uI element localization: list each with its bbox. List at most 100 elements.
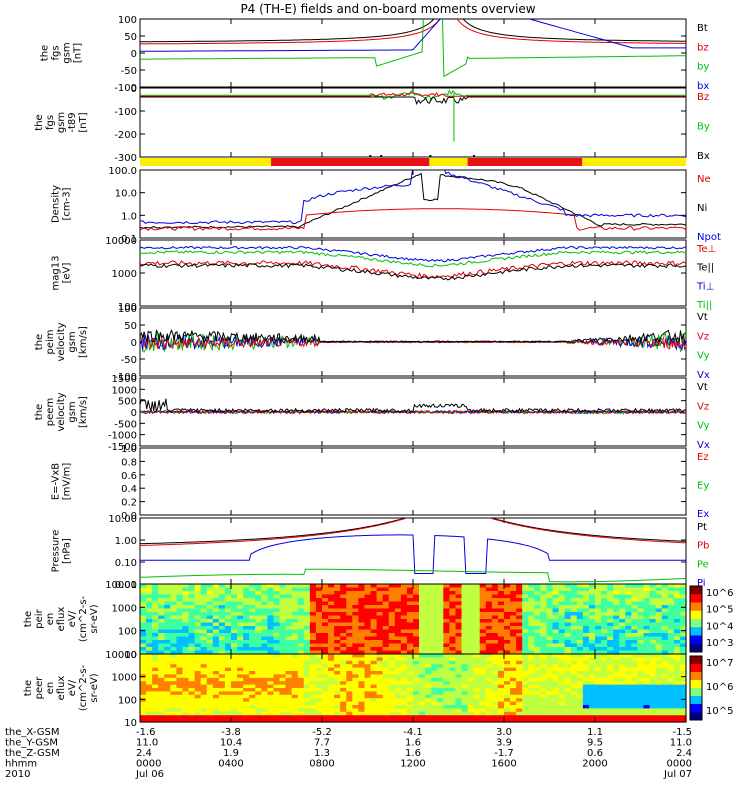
spectrogram-cell [243, 694, 250, 699]
spectrogram-cell [552, 636, 560, 641]
region-marker [473, 155, 476, 157]
spectrogram-cell [479, 650, 487, 655]
spectrogram-cell [413, 654, 420, 658]
spectrogram-cell [218, 711, 226, 716]
spectrogram-cell [607, 612, 614, 617]
spectrogram-cell [182, 654, 190, 658]
spectrogram-cell [394, 584, 402, 589]
spectrogram-cell [449, 584, 457, 589]
spectrogram-cell [158, 633, 165, 638]
spectrogram-cell [528, 657, 535, 662]
spectrogram-cell [358, 605, 366, 610]
spectrogram-cell [631, 584, 639, 589]
spectrogram-cell [303, 667, 311, 672]
spectrogram-cell [388, 698, 396, 703]
spectrogram-cell [170, 654, 177, 658]
series-Npot [140, 170, 686, 225]
spectrogram-cell [140, 688, 147, 692]
spectrogram-cell [467, 598, 475, 603]
spectrogram-cell [370, 633, 378, 638]
spectrogram-cell [425, 608, 432, 613]
spectrogram-cell [328, 684, 335, 689]
spectrogram-cell [291, 657, 299, 662]
spectrogram-cell [431, 715, 438, 720]
spectrogram-cell [655, 701, 663, 706]
spectrogram-cell [528, 684, 535, 689]
spectrogram-cell [152, 601, 159, 606]
spectrogram-cell [497, 681, 505, 686]
spectrogram-cell [625, 718, 632, 723]
spectrogram-cell [576, 601, 584, 606]
spectrogram-cell [334, 629, 341, 634]
spectrogram-cell [297, 677, 305, 682]
spectrogram-cell [206, 711, 214, 716]
spectrogram-cell [443, 677, 450, 682]
spectrogram-cell [546, 636, 554, 641]
spectrogram-cell [285, 587, 293, 592]
spectrogram-cell [570, 591, 578, 596]
spectrogram-cell [261, 660, 268, 665]
spectrogram-cell [152, 711, 159, 716]
spectrogram-cell [516, 636, 523, 641]
spectrogram-cell [661, 650, 669, 655]
spectrogram-cell [224, 643, 232, 648]
spectrogram-cell [146, 594, 153, 599]
colorbar-label: 10^4 [706, 621, 733, 632]
spectrogram-cell [273, 688, 281, 692]
spectrogram-cell [582, 691, 590, 696]
spectrogram-cell [601, 633, 608, 638]
spectrogram-cell [394, 701, 402, 706]
spectrogram-cell [388, 660, 396, 665]
spectrogram-cell [376, 667, 384, 672]
spectrogram-cell [255, 584, 262, 589]
spectrogram-cell [291, 622, 299, 627]
spectrogram-cell [218, 615, 226, 620]
spectrogram-cell [631, 694, 639, 699]
spectrogram-cell [315, 587, 323, 592]
spectrogram-cell [164, 605, 171, 610]
spectrogram-cell [388, 681, 396, 686]
spectrogram-cell [212, 698, 220, 703]
spectrogram-cell [419, 629, 426, 634]
spectrogram-cell [564, 626, 572, 631]
spectrogram-cell [613, 608, 620, 613]
spectrogram-cell [224, 598, 232, 603]
spectrogram-cell [170, 660, 177, 665]
spectrogram-cell [655, 650, 663, 655]
spectrogram-cell [370, 608, 378, 613]
spectrogram-cell [467, 708, 475, 713]
spectrogram-cell [431, 591, 438, 596]
spectrogram-cell [334, 708, 341, 713]
spectrogram-cell [479, 708, 487, 713]
x-axis-row-label: the_X-GSM [5, 727, 59, 738]
spectrogram-cell [607, 643, 614, 648]
spectrogram-cell [206, 619, 214, 624]
spectrogram-cell [182, 615, 190, 620]
spectrogram-cell [491, 605, 499, 610]
spectrogram-cell [473, 711, 481, 716]
spectrogram-cell [552, 622, 560, 627]
spectrogram-cell [413, 664, 420, 669]
spectrogram-cell [267, 626, 275, 631]
spectrogram-cell [303, 691, 311, 696]
spectrogram-cell [231, 711, 238, 716]
spectrogram-cell [613, 671, 620, 675]
spectrogram-cell [625, 598, 632, 603]
spectrogram-cell [382, 647, 390, 652]
colorbar-frame [689, 585, 703, 653]
spectrogram-cell [673, 674, 681, 679]
spectrogram-cell [649, 636, 657, 641]
spectrogram-cell [504, 698, 511, 703]
spectrogram-cell [552, 660, 560, 665]
spectrogram-cell [322, 667, 329, 672]
spectrogram-cell [188, 587, 196, 592]
spectrogram-cell [485, 640, 493, 645]
spectrogram-cell [546, 598, 554, 603]
spectrogram-cell [655, 688, 663, 692]
spectrogram-cell [443, 619, 450, 624]
spectrogram-cell [558, 701, 566, 706]
spectrogram-cell [558, 660, 566, 665]
spectrogram-cell [285, 650, 293, 655]
spectrogram-cell [431, 657, 438, 662]
